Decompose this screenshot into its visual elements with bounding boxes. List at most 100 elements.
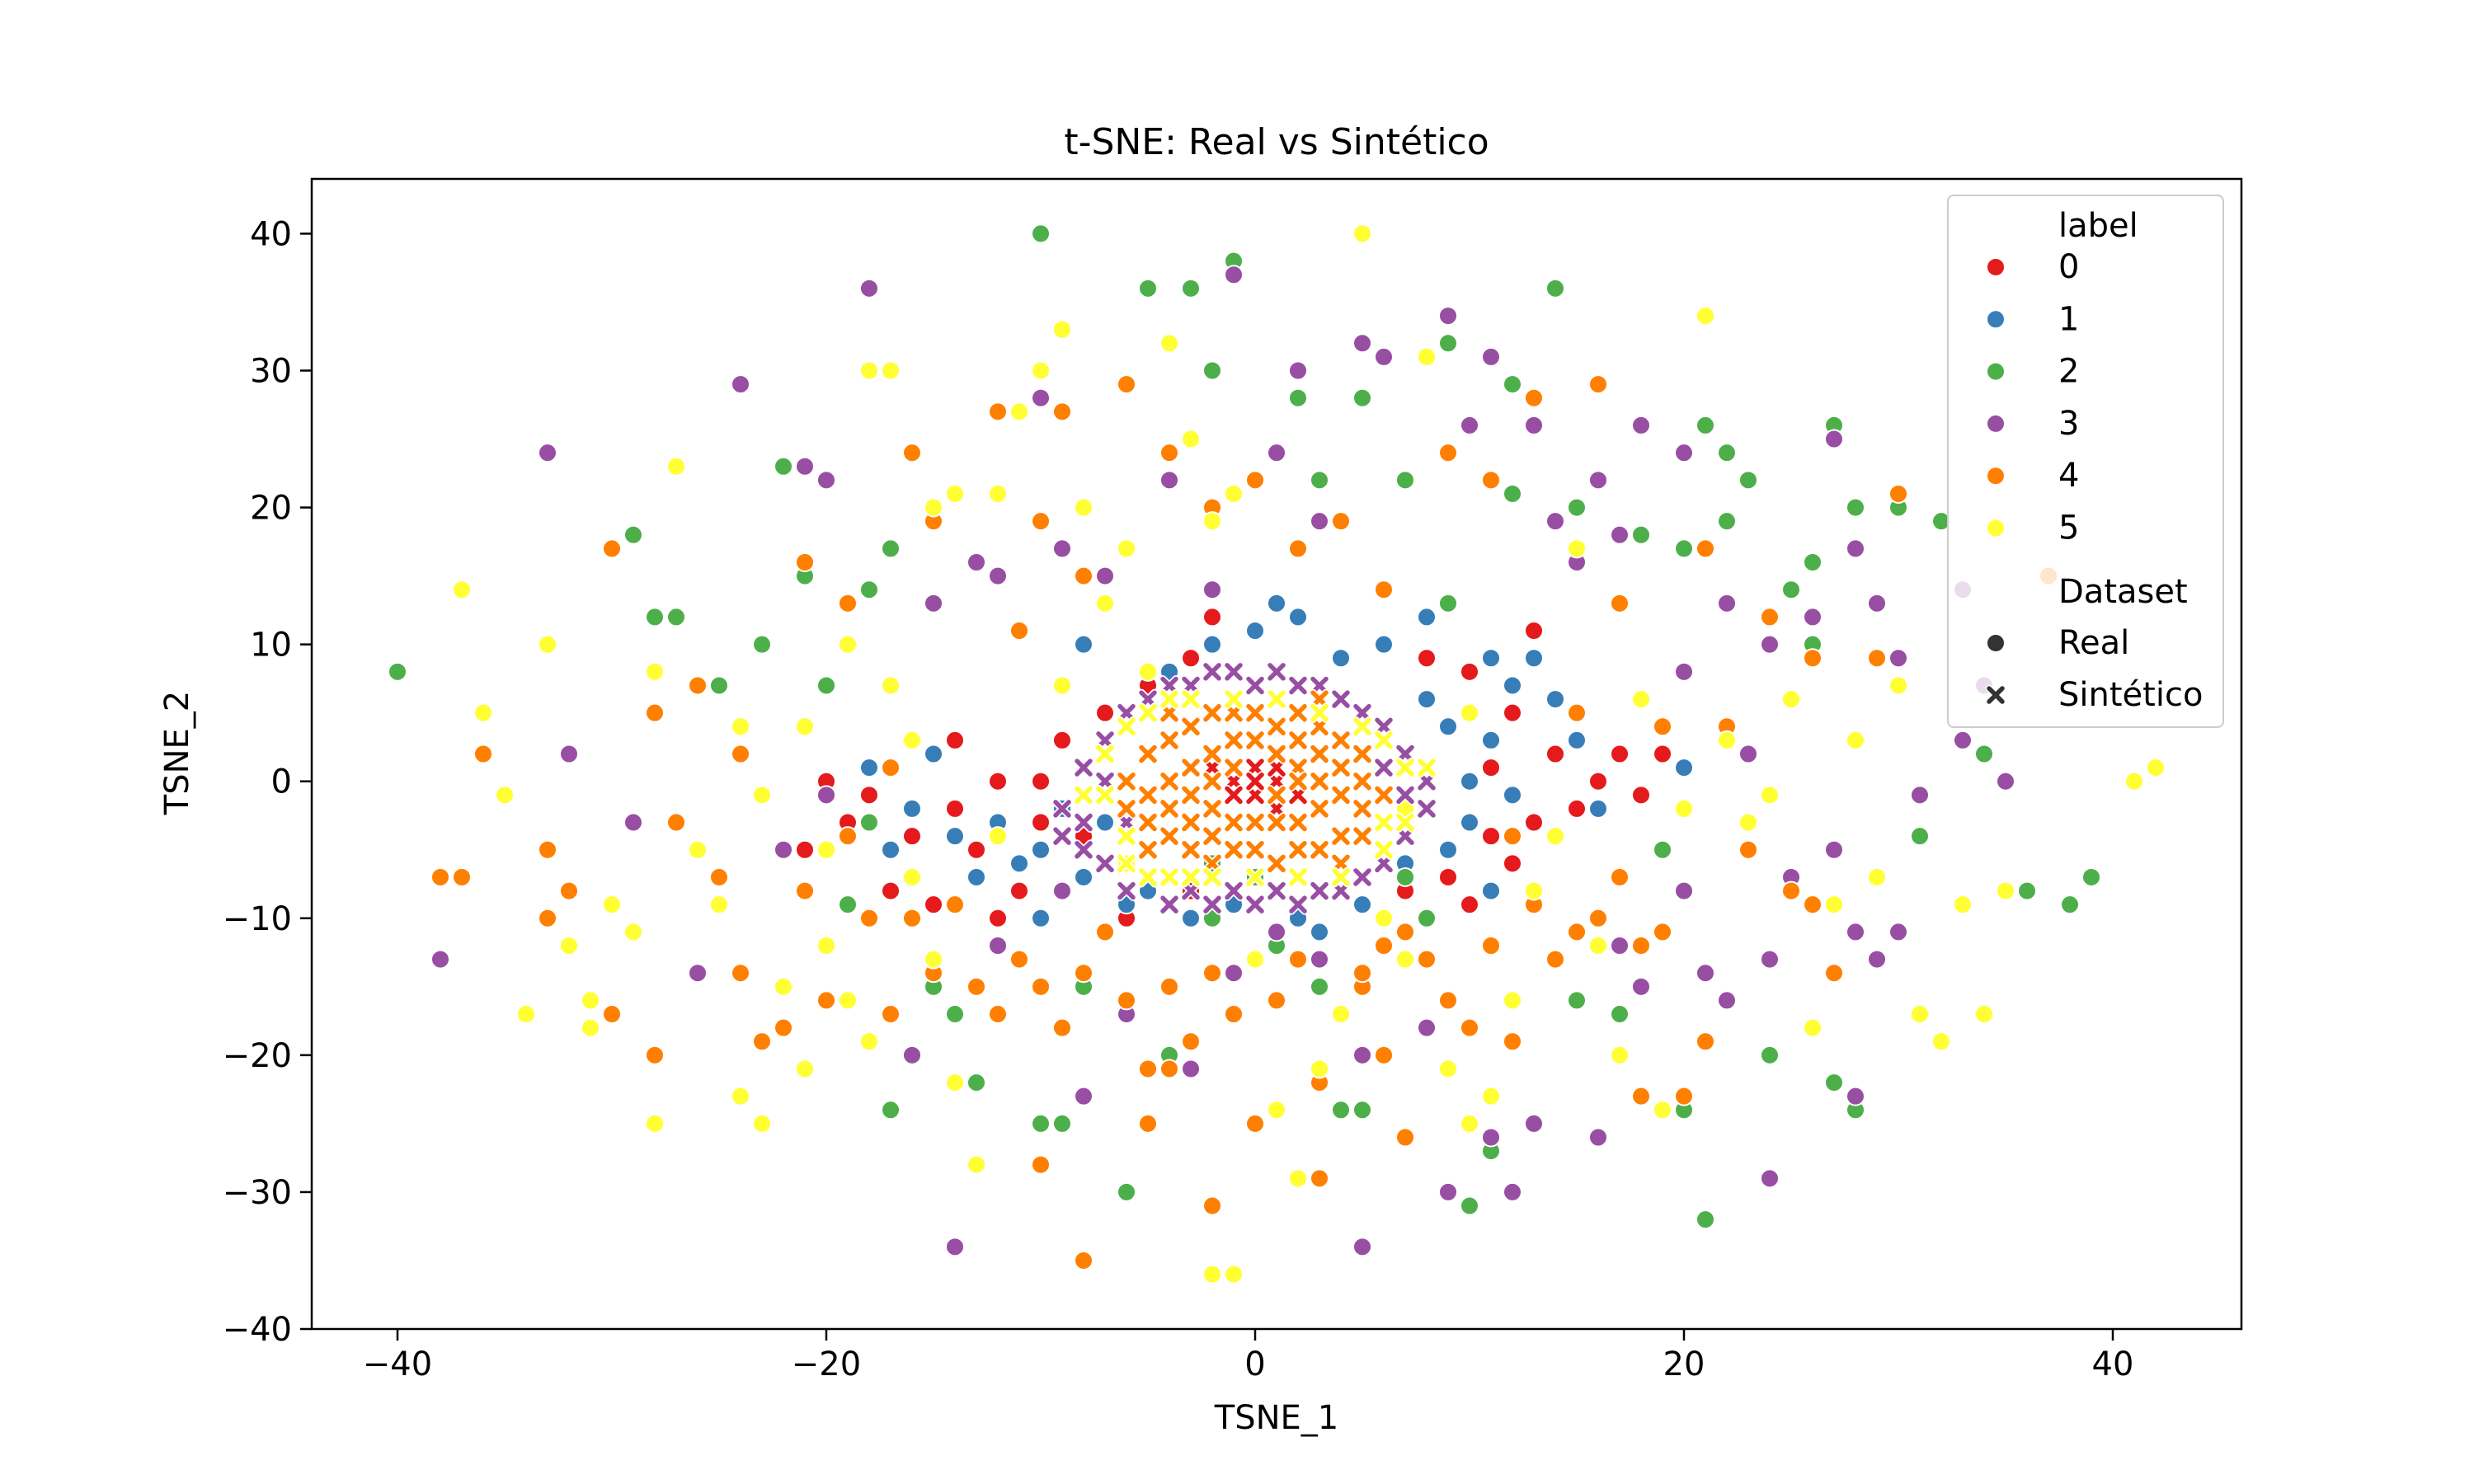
point-real-label-3: [1052, 538, 1072, 559]
point-real-label-4: [1374, 580, 1394, 600]
point-synthetic-label-4: [1266, 812, 1287, 834]
point-real-label-4: [1052, 1017, 1072, 1038]
point-real-label-3: [1867, 593, 1887, 613]
point-synthetic-label-3: [1395, 784, 1416, 805]
y-tick-label: −40: [223, 1311, 292, 1349]
point-real-label-4: [1031, 511, 1051, 532]
point-synthetic-label-4: [1330, 757, 1352, 778]
point-real-label-4: [795, 881, 815, 901]
point-real-label-5: [1117, 538, 1136, 559]
point-synthetic-label-5: [1116, 825, 1137, 847]
point-real-label-1: [1095, 812, 1115, 833]
point-real-label-1: [1588, 798, 1608, 819]
point-real-label-4: [1138, 1113, 1158, 1134]
point-synthetic-label-4: [1223, 757, 1244, 778]
point-synthetic-label-5: [1330, 866, 1352, 888]
point-real-label-0: [1417, 648, 1437, 669]
point-synthetic-label-4: [1309, 839, 1330, 861]
point-synthetic-label-4: [1202, 744, 1223, 764]
point-real-label-4: [645, 1045, 665, 1065]
point-synthetic-label-5: [1180, 688, 1202, 710]
point-real-label-4: [1803, 648, 1823, 669]
point-synthetic-label-3: [1051, 798, 1073, 819]
point-real-label-0: [1438, 866, 1458, 887]
point-synthetic-label-4: [1352, 744, 1373, 764]
point-real-label-3: [1481, 346, 1501, 367]
x-tick-label: 0: [1244, 1345, 1265, 1383]
point-synthetic-label-5: [1223, 688, 1244, 710]
point-real-label-2: [881, 1100, 901, 1120]
point-real-label-3: [1717, 593, 1737, 613]
x-axis-label: TSNE_1: [1214, 1399, 1338, 1437]
point-real-label-5: [581, 990, 600, 1011]
point-real-label-2: [859, 812, 879, 833]
point-synthetic-label-3: [1330, 688, 1352, 710]
point-real-label-1: [1438, 716, 1458, 737]
legend-label-3: 3: [2058, 405, 2079, 443]
point-real-label-0: [1545, 744, 1565, 764]
point-synthetic-label-4: [1159, 825, 1180, 847]
point-synthetic-label-4: [1116, 771, 1137, 792]
point-real-label-5: [1009, 402, 1029, 422]
legend-marker-label-5: [1986, 518, 2006, 538]
point-synthetic-label-4: [1287, 839, 1309, 861]
point-real-label-4: [859, 908, 879, 928]
point-synthetic-label-4: [1202, 771, 1223, 792]
point-real-label-1: [1503, 675, 1522, 696]
point-real-label-1: [1245, 621, 1265, 641]
point-real-label-4: [1653, 716, 1672, 737]
point-real-label-0: [902, 826, 922, 847]
point-real-label-2: [1503, 374, 1522, 395]
point-real-label-4: [645, 702, 665, 723]
point-real-label-0: [1503, 702, 1522, 723]
point-synthetic-label-4: [1223, 812, 1244, 834]
point-real-label-1: [1481, 730, 1501, 750]
y-tick-label: 0: [271, 763, 292, 801]
point-real-label-5: [945, 483, 965, 504]
point-real-label-4: [1117, 990, 1136, 1011]
point-real-label-4: [1267, 990, 1286, 1011]
point-synthetic-label-5: [1352, 716, 1373, 737]
point-real-label-2: [1138, 278, 1158, 298]
point-real-label-5: [1588, 936, 1608, 956]
point-real-label-4: [1117, 374, 1136, 395]
point-synthetic-label-3: [1159, 894, 1180, 915]
point-real-label-1: [1331, 648, 1351, 669]
point-real-label-5: [1888, 675, 1908, 696]
point-real-label-1: [1545, 689, 1565, 710]
legend-label-5: 5: [2058, 510, 2079, 547]
point-real-label-0: [988, 771, 1008, 791]
point-real-label-4: [1138, 1059, 1158, 1079]
point-synthetic-label-3: [1287, 894, 1309, 915]
point-real-label-4: [1245, 470, 1265, 491]
point-real-label-4: [1610, 866, 1630, 887]
point-real-label-5: [1138, 661, 1158, 682]
point-real-label-2: [838, 895, 858, 915]
point-real-label-3: [1052, 881, 1072, 901]
point-real-label-0: [1503, 853, 1522, 874]
point-real-label-3: [688, 963, 708, 984]
point-real-label-5: [967, 1154, 986, 1175]
point-real-label-3: [430, 949, 450, 970]
point-real-label-5: [1824, 895, 1844, 915]
legend: label 0 1 2 3 4 5 Real Sintético Dataset: [1947, 195, 2224, 728]
point-real-label-3: [967, 552, 986, 572]
point-real-label-5: [1460, 702, 1479, 723]
point-real-label-4: [538, 839, 557, 860]
point-synthetic-label-5: [1287, 866, 1309, 888]
point-real-label-5: [1395, 949, 1415, 970]
point-real-label-4: [1567, 922, 1587, 942]
y-tick-label: 10: [250, 627, 292, 665]
point-real-label-4: [838, 593, 858, 613]
point-real-label-4: [1696, 1031, 1715, 1052]
point-synthetic-label-4: [1287, 812, 1309, 834]
point-real-label-1: [1481, 648, 1501, 669]
series-real-label-0: [795, 607, 1672, 928]
point-real-label-1: [1031, 908, 1051, 928]
point-synthetic-label-5: [1373, 839, 1395, 861]
point-synthetic-label-4: [1373, 784, 1395, 805]
point-real-label-3: [1824, 429, 1844, 449]
point-real-label-0: [1095, 702, 1115, 723]
point-real-label-3: [1352, 1045, 1372, 1065]
point-real-label-5: [1374, 908, 1394, 928]
